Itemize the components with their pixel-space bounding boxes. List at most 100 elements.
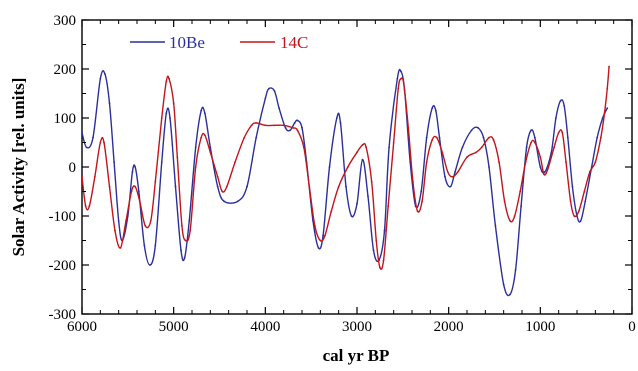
- data-point-14c: [606, 87, 609, 90]
- data-point-10be: [566, 136, 569, 139]
- data-point-10be: [520, 205, 522, 208]
- data-point-10be: [530, 129, 533, 132]
- data-point-14c: [172, 102, 175, 105]
- data-point-10be: [268, 87, 270, 90]
- data-point-14c: [588, 171, 591, 173]
- data-point-10be: [165, 112, 168, 114]
- data-point-14c: [441, 151, 444, 154]
- data-point-10be: [563, 104, 566, 107]
- data-point-10be: [236, 200, 239, 203]
- data-point-10be: [284, 126, 287, 129]
- plot-area: [81, 19, 633, 315]
- data-point-10be: [396, 77, 399, 80]
- data-point-10be: [477, 126, 479, 129]
- data-point-14c: [412, 180, 414, 183]
- data-point-14c: [573, 215, 576, 217]
- data-point-10be: [183, 256, 186, 259]
- data-point-10be: [449, 185, 452, 188]
- data-point-10be: [555, 117, 557, 119]
- data-point-10be: [425, 136, 428, 139]
- data-point-10be: [584, 200, 587, 203]
- data-point-14c: [513, 215, 516, 217]
- data-point-10be: [544, 171, 546, 173]
- data-point-10be: [606, 107, 609, 110]
- data-point-10be: [494, 224, 497, 227]
- data-point-10be: [255, 136, 258, 139]
- data-point-14c: [356, 151, 358, 154]
- data-point-14c: [130, 190, 133, 193]
- series-line-10be: [82, 68, 608, 297]
- data-point-10be: [339, 122, 342, 124]
- data-point-14c: [480, 146, 483, 149]
- data-point-14c: [203, 134, 206, 137]
- x-tick-label: 1000: [525, 319, 555, 335]
- data-point-14c: [125, 220, 127, 222]
- data-point-10be: [131, 171, 134, 173]
- data-point-10be: [296, 119, 299, 122]
- data-point-14c: [583, 190, 586, 193]
- data-point-10be: [246, 185, 248, 188]
- data-point-10be: [438, 136, 441, 139]
- data-point-14c: [446, 171, 449, 173]
- data-point-10be: [420, 190, 423, 193]
- data-point-10be: [367, 195, 369, 198]
- series-layer: [82, 65, 610, 297]
- data-point-14c: [184, 239, 187, 242]
- data-point-10be: [180, 249, 182, 252]
- data-point-14c: [456, 171, 459, 173]
- data-point-14c: [165, 80, 168, 83]
- data-point-14c: [209, 151, 212, 154]
- data-point-14c: [599, 136, 602, 139]
- data-point-14c: [234, 161, 236, 164]
- data-point-14c: [577, 210, 580, 213]
- x-tick-label: 2000: [434, 319, 464, 335]
- data-point-10be: [293, 122, 296, 124]
- data-point-10be: [470, 129, 473, 132]
- data-point-14c: [379, 266, 381, 269]
- data-point-14c: [93, 175, 96, 178]
- y-tick-label: 300: [54, 13, 77, 29]
- data-point-10be: [99, 77, 102, 80]
- data-point-14c: [407, 126, 410, 129]
- data-point-10be: [434, 109, 437, 112]
- data-point-10be: [431, 107, 434, 110]
- data-point-10be: [301, 126, 303, 129]
- data-point-10be: [104, 73, 106, 75]
- data-point-14c: [435, 136, 438, 139]
- y-tick-label: -300: [49, 307, 77, 323]
- y-tick-label: -200: [49, 258, 77, 274]
- data-point-14c: [160, 117, 163, 119]
- data-point-14c: [543, 173, 545, 176]
- data-point-14c: [594, 161, 597, 164]
- data-point-10be: [596, 136, 599, 139]
- data-point-10be: [444, 175, 446, 178]
- data-point-14c: [425, 161, 428, 164]
- x-axis-title: cal yr BP: [323, 346, 390, 365]
- data-point-14c: [565, 161, 567, 164]
- data-point-10be: [372, 249, 375, 252]
- data-point-10be: [154, 244, 157, 247]
- data-point-14c: [608, 65, 610, 68]
- data-point-10be: [160, 161, 163, 164]
- data-point-14c: [88, 205, 91, 208]
- data-point-10be: [194, 146, 197, 149]
- data-point-14c: [561, 131, 564, 134]
- data-point-14c: [553, 146, 555, 149]
- data-point-10be: [328, 166, 331, 168]
- data-point-14c: [119, 246, 122, 249]
- data-point-14c: [603, 112, 606, 114]
- data-point-10be: [108, 102, 111, 105]
- data-point-10be: [216, 185, 219, 188]
- data-point-14c: [200, 136, 203, 139]
- data-point-14c: [134, 185, 137, 188]
- data-point-10be: [335, 117, 338, 119]
- data-point-14c: [539, 156, 542, 159]
- data-point-10be: [525, 146, 528, 149]
- data-point-14c: [466, 156, 468, 159]
- data-point-14c: [154, 180, 157, 183]
- data-point-10be: [113, 161, 115, 164]
- data-point-10be: [85, 146, 88, 149]
- data-point-14c: [533, 141, 536, 144]
